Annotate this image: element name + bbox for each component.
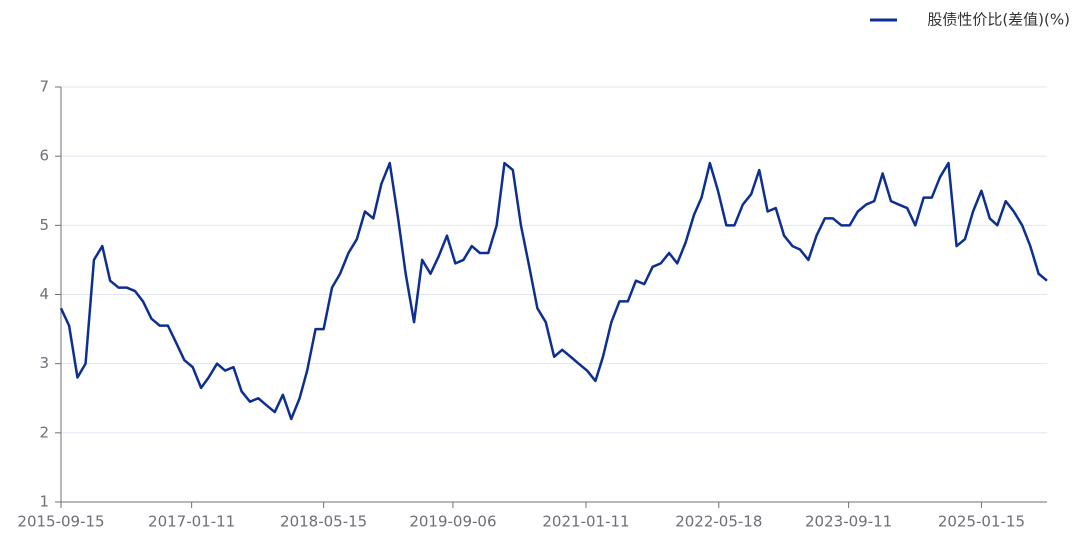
x-tick-label: 2025-01-15 (938, 513, 1025, 531)
y-tick-label: 4 (39, 285, 49, 303)
x-tick-label: 2021-01-11 (542, 513, 629, 531)
y-tick-label: 5 (39, 216, 49, 234)
y-tick-label: 1 (39, 493, 49, 511)
x-tick-label: 2018-05-15 (280, 513, 367, 531)
x-tick-label: 2017-01-11 (148, 513, 235, 531)
x-tick-label: 2022-05-18 (675, 513, 762, 531)
x-tick-label: 2023-09-11 (805, 513, 892, 531)
y-tick-label: 7 (39, 78, 49, 96)
x-tick-label: 2015-09-15 (17, 513, 104, 531)
series-line (59, 161, 1048, 421)
legend-label: 股债性价比(差值)(%) (927, 11, 1070, 29)
y-tick-label: 3 (39, 354, 49, 372)
y-tick-label: 2 (39, 423, 49, 441)
x-tick-label: 2019-09-06 (409, 513, 496, 531)
y-tick-label: 6 (39, 147, 49, 165)
